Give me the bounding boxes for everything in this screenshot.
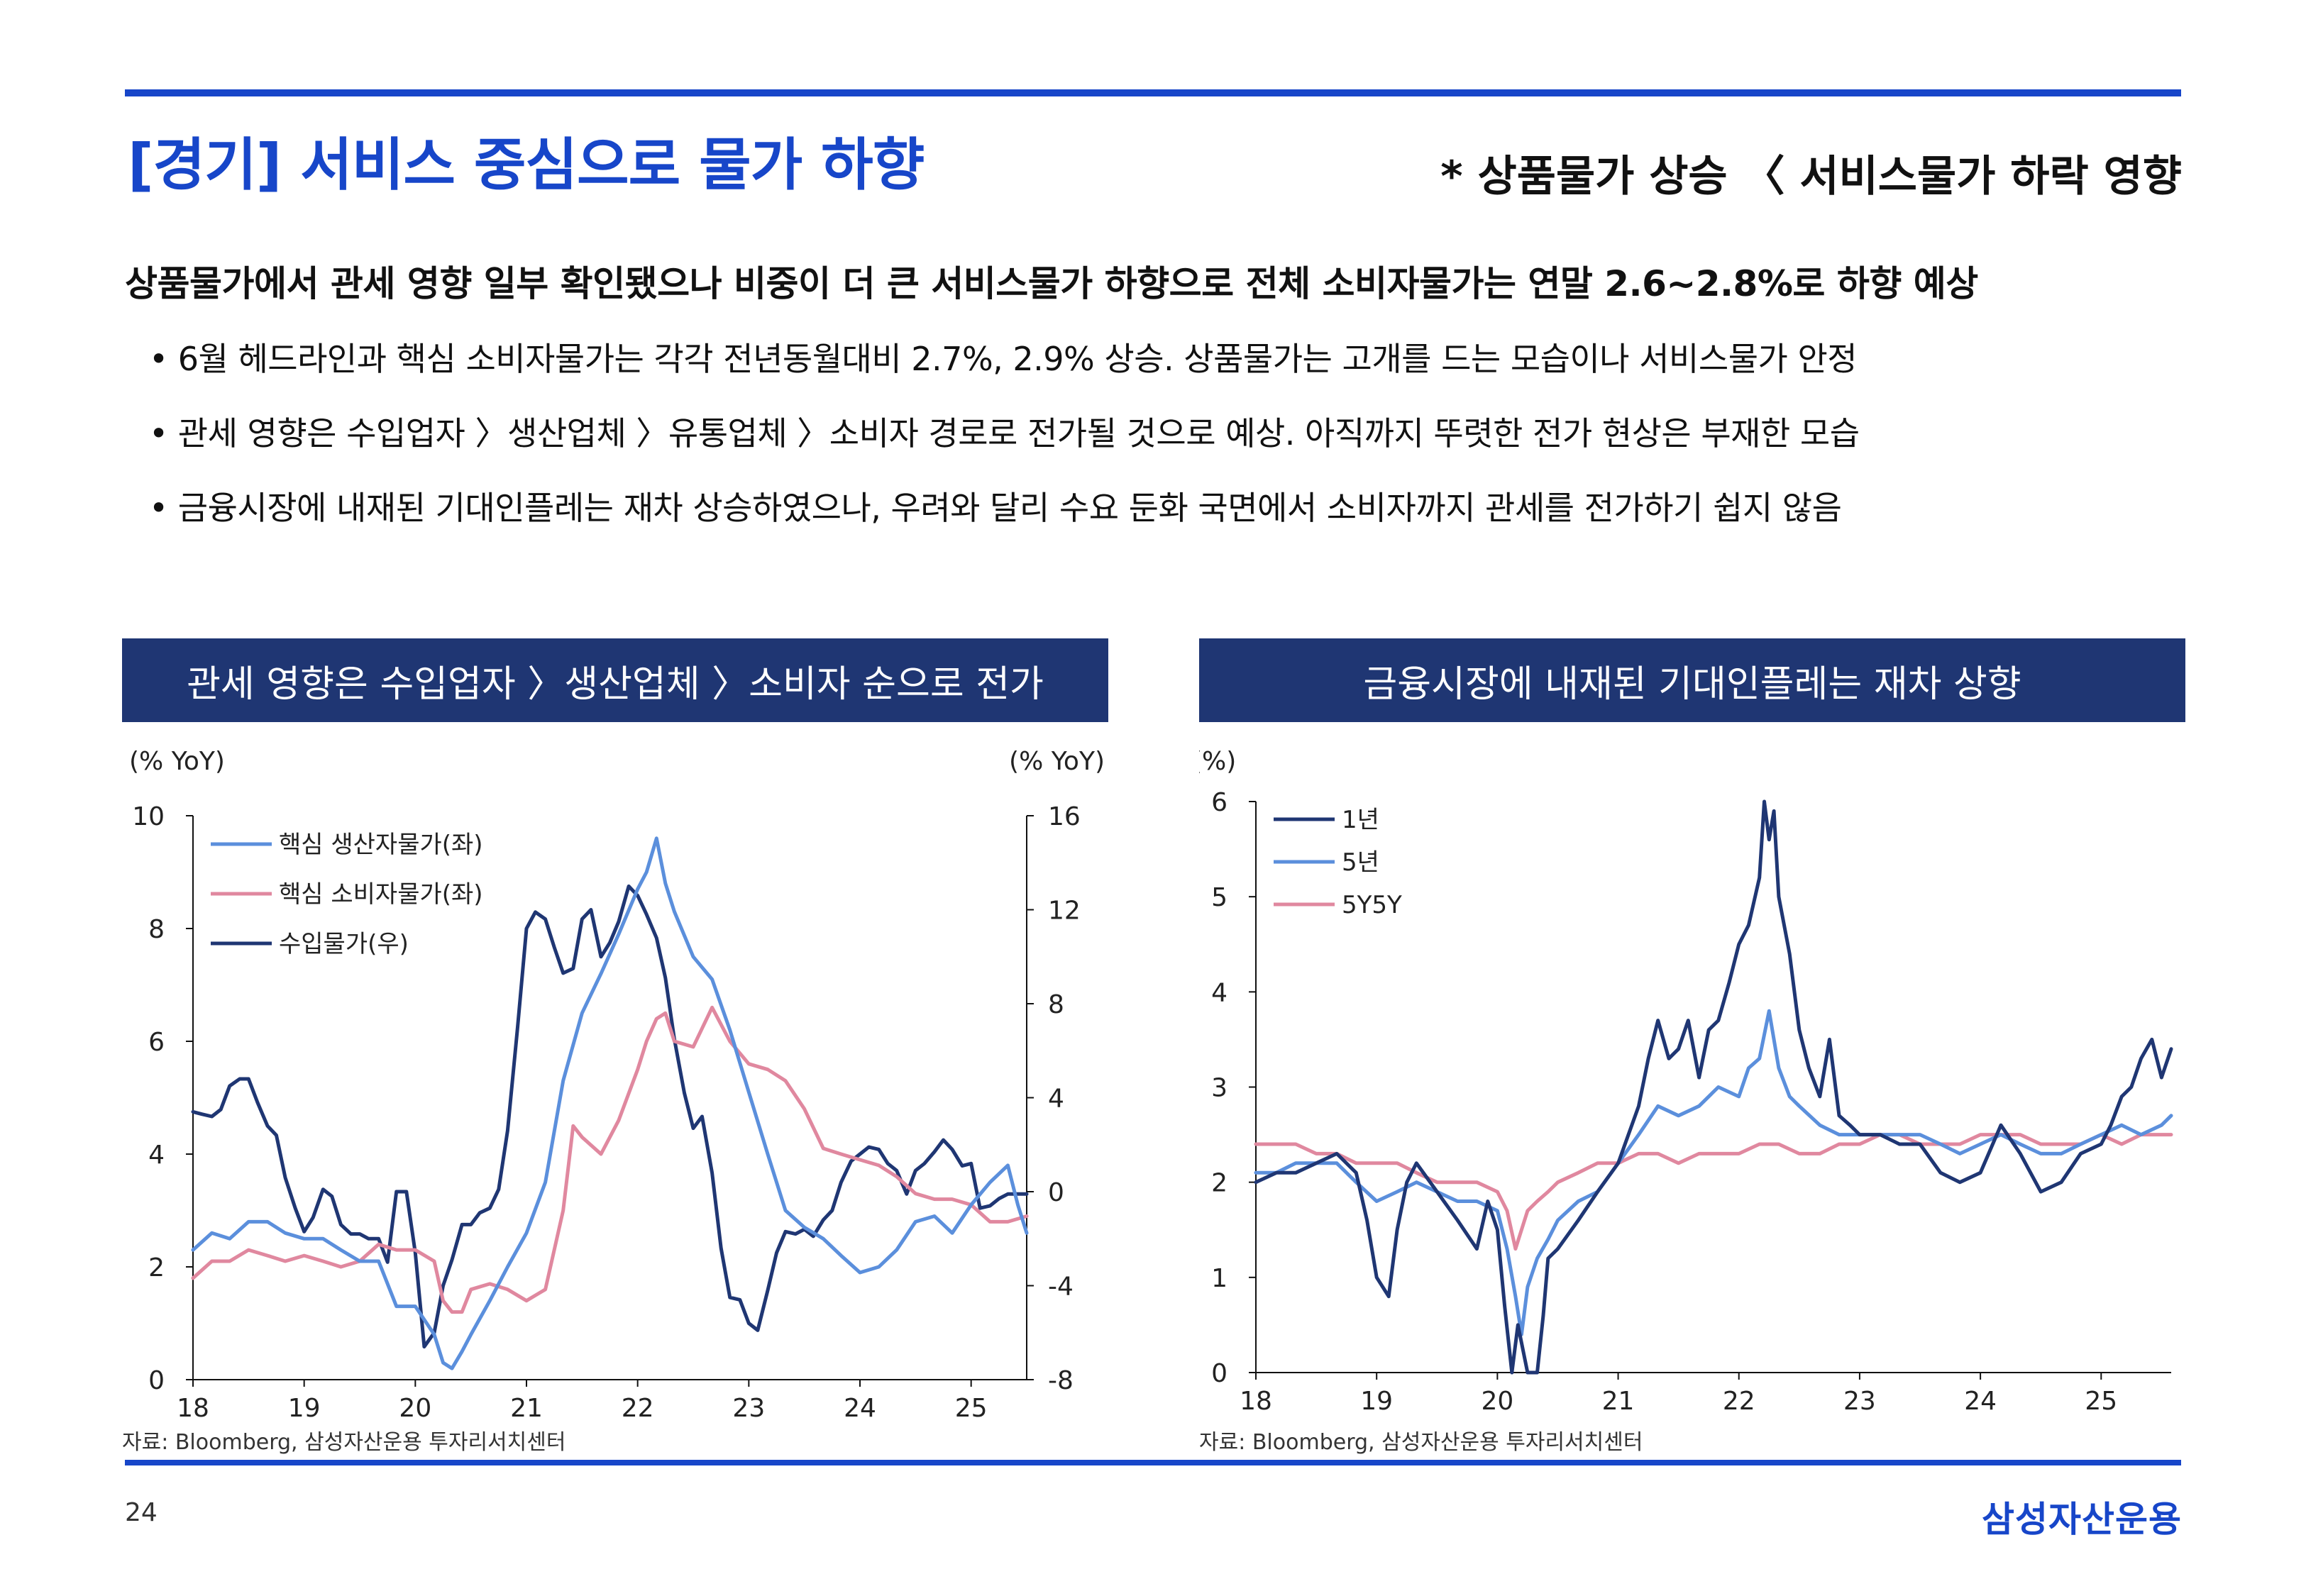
x-axis-tick-label: 25 xyxy=(2085,1387,2117,1416)
x-axis-tick-label: 21 xyxy=(510,1394,543,1423)
left-axis-tick-label: 0 xyxy=(1211,1359,1228,1388)
x-axis-tick-label: 18 xyxy=(177,1394,209,1423)
left-axis-tick-label: 2 xyxy=(148,1253,165,1282)
left-axis-tick-label: 10 xyxy=(132,802,165,831)
title-note: * 상품물가 상승 〈 서비스물가 하락 영향 xyxy=(1440,152,2182,201)
bullet-3: • 금융시장에 내재된 기대인플레는 재차 상승하였으나, 우려와 달리 수요 … xyxy=(149,489,1842,527)
panel-heading-left: 관세 영향은 수입업자 〉생산업체 〉소비자 순으로 전가 xyxy=(122,638,1108,722)
right-axis-tick-label: -4 xyxy=(1048,1273,1074,1302)
right-axis-tick-label: 0 xyxy=(1048,1178,1064,1207)
page-number: 24 xyxy=(125,1498,158,1527)
left-axis-tick-label: 2 xyxy=(1211,1169,1228,1198)
series-line-1 xyxy=(1254,799,2173,1375)
source-right: 자료: Bloomberg, 삼성자산운용 투자리서치센터 xyxy=(1199,1430,1643,1455)
bottom-rule xyxy=(125,1460,2181,1465)
source-left: 자료: Bloomberg, 삼성자산운용 투자리서치센터 xyxy=(122,1430,566,1455)
left-axis-tick-label: 8 xyxy=(148,915,165,944)
x-axis-tick-label: 21 xyxy=(1602,1387,1635,1416)
x-axis-tick-label: 23 xyxy=(1843,1387,1876,1416)
legend-label-3: 5Y5Y xyxy=(1342,891,1402,919)
x-axis-tick-label: 24 xyxy=(1964,1387,1997,1416)
left-axis-tick-label: 3 xyxy=(1211,1074,1228,1103)
series-line-2 xyxy=(1254,1009,2173,1336)
series-line-1 xyxy=(191,836,1029,1370)
right-axis-tick-label: 12 xyxy=(1048,897,1081,926)
x-axis-tick-label: 20 xyxy=(1481,1387,1513,1416)
x-axis-tick-label: 23 xyxy=(732,1394,765,1423)
legend-label-3: 수입물가(우) xyxy=(279,930,409,958)
left-axis-tick-label: 6 xyxy=(148,1028,165,1057)
right-axis-tick-label: 4 xyxy=(1048,1085,1064,1114)
x-axis-tick-label: 22 xyxy=(622,1394,654,1423)
x-axis-tick-label: 18 xyxy=(1240,1387,1272,1416)
legend-label-2: 5년 xyxy=(1342,848,1379,877)
left-axis-tick-label: 4 xyxy=(1211,978,1228,1007)
x-axis-tick-label: 22 xyxy=(1723,1387,1755,1416)
right-axis-unit: (% YoY) xyxy=(1009,747,1105,776)
series-line-2 xyxy=(191,1005,1029,1314)
right-axis-tick-label: -8 xyxy=(1048,1366,1074,1395)
x-axis-tick-label: 19 xyxy=(288,1394,321,1423)
x-axis-tick-label: 19 xyxy=(1360,1387,1393,1416)
headline: 상품물가에서 관세 영향 일부 확인됐으나 비중이 더 큰 서비스물가 하향으로… xyxy=(125,263,1978,304)
right-axis-tick-label: 16 xyxy=(1048,802,1081,831)
series-line-3 xyxy=(1254,1133,2173,1251)
x-axis-tick-label: 20 xyxy=(399,1394,431,1423)
x-axis-tick-label: 25 xyxy=(955,1394,988,1423)
x-axis-tick-label: 24 xyxy=(844,1394,876,1423)
left-axis-tick-label: 5 xyxy=(1211,883,1228,912)
left-axis-tick-label: 1 xyxy=(1211,1264,1228,1293)
top-rule xyxy=(125,89,2181,96)
company-logo: 삼성자산운용 xyxy=(1982,1499,2182,1540)
series-line-3 xyxy=(191,884,1029,1349)
left-axis-tick-label: 6 xyxy=(1211,788,1228,817)
legend-label-2: 핵심 소비자물가(좌) xyxy=(279,880,483,909)
page-title: [경기] 서비스 중심으로 물가 하향 xyxy=(128,132,925,198)
legend-label-1: 1년 xyxy=(1342,806,1379,834)
left-axis-tick-label: 0 xyxy=(148,1366,165,1395)
left-axis-unit: (%) xyxy=(1199,747,1236,776)
bullet-2: • 관세 영향은 수입업자 〉생산업체 〉유통업체 〉소비자 경로로 전가될 것… xyxy=(149,414,1860,453)
left-axis-tick-label: 4 xyxy=(148,1141,165,1170)
legend-label-1: 핵심 생산자물가(좌) xyxy=(279,831,483,859)
left-axis-unit: (% YoY) xyxy=(129,747,225,776)
panel-heading-right: 금융시장에 내재된 기대인플레는 재차 상향 xyxy=(1199,638,2185,722)
right-axis-tick-label: 8 xyxy=(1048,990,1064,1019)
bullet-1: • 6월 헤드라인과 핵심 소비자물가는 각각 전년동월대비 2.7%, 2.9… xyxy=(149,340,1858,378)
